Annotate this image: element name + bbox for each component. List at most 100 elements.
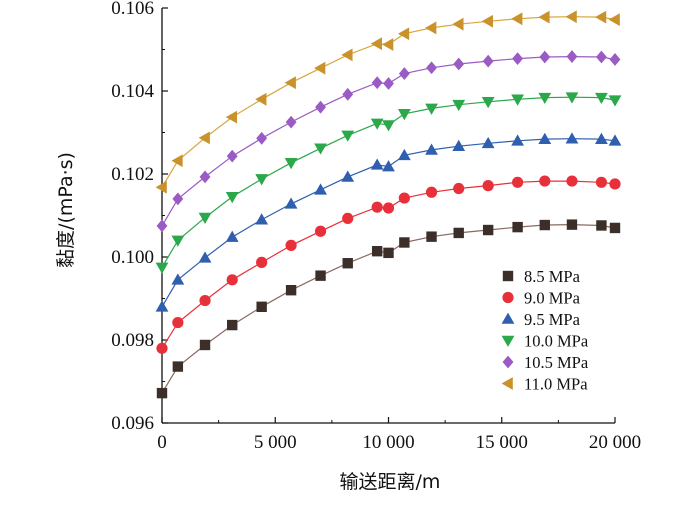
y-tick-label: 0.098 <box>111 330 154 351</box>
series-0 <box>156 219 621 399</box>
data-point <box>482 180 494 192</box>
data-point <box>225 110 238 124</box>
data-point <box>255 213 269 225</box>
x-tick-label: 10 000 <box>362 432 414 453</box>
legend-marker <box>501 335 515 347</box>
data-point <box>452 139 466 151</box>
axes: 0.096 0.098 0.100 0.102 0.104 0.106 0 5 000 10 0… <box>111 0 641 453</box>
data-point <box>285 239 297 251</box>
data-point <box>155 300 169 312</box>
legend-label: 10.0 MPa <box>524 332 589 351</box>
data-point <box>453 182 465 195</box>
data-point <box>397 109 411 121</box>
data-point <box>371 245 383 257</box>
data-point <box>342 258 353 269</box>
data-point <box>481 136 495 149</box>
data-point <box>342 212 354 225</box>
data-point <box>226 149 238 163</box>
legend-label: 9.5 MPa <box>524 310 581 329</box>
data-point <box>397 148 411 161</box>
data-point <box>482 54 494 68</box>
legend-marker <box>502 355 514 369</box>
data-point <box>314 143 327 155</box>
data-point <box>609 53 621 66</box>
data-point <box>172 316 184 329</box>
data-point <box>539 219 550 231</box>
data-point <box>314 225 327 237</box>
data-point <box>397 27 410 41</box>
data-point <box>227 319 238 331</box>
data-point <box>171 154 183 168</box>
data-point <box>199 170 211 184</box>
data-point <box>512 221 523 233</box>
data-point <box>539 175 551 187</box>
data-point <box>609 178 621 190</box>
y-tick-label: 0.100 <box>111 247 154 268</box>
data-point <box>284 76 296 90</box>
series-1 <box>156 175 621 354</box>
data-point <box>511 94 525 106</box>
data-point <box>426 231 437 242</box>
series-4 <box>156 50 621 233</box>
legend-marker <box>502 270 514 282</box>
data-point <box>399 237 410 248</box>
data-point <box>511 12 523 26</box>
legend-label: 11.0 MPa <box>524 375 588 394</box>
data-point <box>285 115 297 129</box>
data-point <box>172 361 184 372</box>
data-point <box>425 21 437 35</box>
data-point <box>341 170 355 182</box>
data-point <box>198 212 212 224</box>
data-point <box>452 99 466 112</box>
data-point <box>315 100 326 114</box>
data-point <box>370 158 384 170</box>
data-point <box>596 220 607 231</box>
y-axis-title: 黏度/(mPa·s) <box>55 152 77 268</box>
data-point <box>383 247 394 259</box>
series-5 <box>155 10 620 194</box>
data-point <box>566 50 578 63</box>
data-point <box>225 192 239 204</box>
data-point <box>398 192 410 204</box>
y-tick-label: 0.096 <box>111 413 154 434</box>
legend-label: 10.5 MPa <box>524 353 589 372</box>
data-point <box>538 132 552 144</box>
data-point <box>341 48 353 62</box>
data-point <box>426 61 437 75</box>
data-point <box>255 92 267 106</box>
data-point <box>256 301 267 312</box>
data-point <box>156 387 168 399</box>
series-3 <box>155 92 622 274</box>
data-point <box>595 92 608 105</box>
data-point <box>565 10 577 24</box>
y-tick-label: 0.102 <box>111 164 154 185</box>
x-tick-label: 0 <box>157 432 167 453</box>
data-point <box>256 131 268 145</box>
data-point <box>538 92 552 105</box>
data-point <box>171 273 185 285</box>
data-point <box>453 57 465 71</box>
data-point <box>171 235 185 247</box>
legend-marker <box>501 377 513 390</box>
data-point <box>314 61 326 75</box>
data-point <box>256 256 268 268</box>
data-point <box>198 131 210 145</box>
legend: 8.5 MPa 9.0 MPa 9.5 MPa 10.0 MPa 10.5 MPa 11.… <box>501 267 589 394</box>
data-point <box>566 175 578 187</box>
data-point <box>538 10 550 24</box>
data-point <box>342 87 354 101</box>
data-point <box>595 50 607 64</box>
data-point <box>609 222 621 234</box>
data-point <box>608 134 622 146</box>
data-point <box>511 134 525 146</box>
series-2 <box>155 132 622 312</box>
data-point <box>155 180 167 194</box>
data-point <box>425 186 438 198</box>
data-point <box>608 13 620 27</box>
data-point <box>155 262 169 274</box>
data-point <box>382 38 394 51</box>
data-point <box>226 274 238 286</box>
y-tick-label: 0.104 <box>111 81 154 102</box>
data-point <box>481 96 495 109</box>
